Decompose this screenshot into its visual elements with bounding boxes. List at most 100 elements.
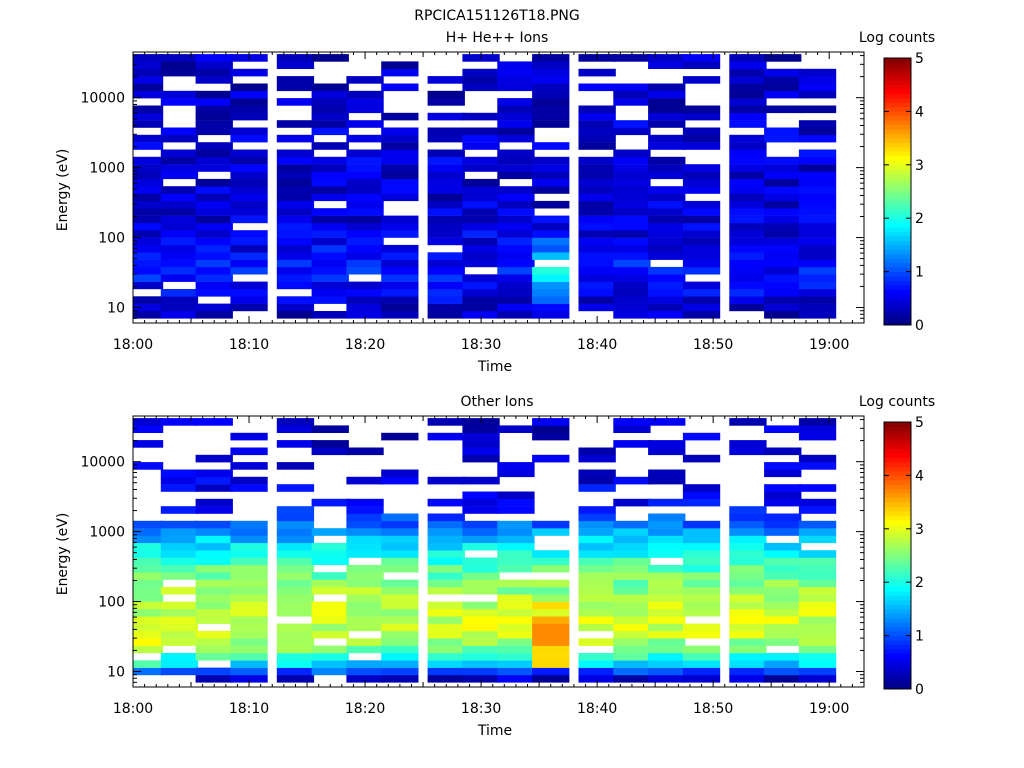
spectrogram-cell (578, 535, 616, 544)
spectrogram-cell (346, 447, 384, 456)
plot-frame (132, 415, 865, 688)
spectrogram-cell (195, 90, 233, 99)
spectrogram-cell (381, 520, 419, 529)
spectrogram-cell (648, 83, 686, 92)
spectrogram-cell (133, 186, 164, 194)
spectrogram-cell (682, 535, 721, 544)
spectrogram-cell (764, 513, 802, 522)
spectrogram-cell (682, 281, 721, 290)
spectrogram-cell (195, 520, 233, 529)
spectrogram-cell (613, 237, 651, 246)
spectrogram-cell (613, 586, 651, 595)
spectrogram-cell (311, 653, 349, 661)
spectrogram-cell (497, 76, 535, 84)
spectrogram-cell (578, 675, 616, 683)
colorbar-segment (884, 640, 911, 645)
spectrogram-cell (462, 164, 500, 172)
colorbar-segment (884, 519, 911, 525)
spectrogram-cell (798, 572, 837, 580)
spectrogram-cell (462, 447, 500, 456)
spectrogram-cell (532, 594, 570, 602)
spectrogram-cell (230, 462, 268, 470)
spectrogram-cell (798, 311, 837, 319)
spectrogram-cell (346, 476, 384, 485)
spectrogram-cell (427, 498, 465, 507)
spectrogram-cell (311, 252, 349, 260)
spectrogram-cell (682, 653, 721, 661)
colorbar-segment (884, 164, 911, 170)
spectrogram-cell (381, 149, 419, 158)
spectrogram-cell (427, 230, 465, 238)
spectrogram-cell (729, 660, 767, 668)
spectrogram-cell (497, 215, 535, 224)
spectrogram-cell (276, 244, 315, 253)
spectrogram-cell (532, 237, 570, 246)
spectrogram-cell (160, 311, 199, 319)
spectrogram-cell (798, 528, 837, 536)
spectrogram-cell (381, 127, 419, 136)
colorbar-segment (884, 484, 911, 490)
spectrogram-cell (729, 149, 767, 158)
spectrogram-cell (648, 296, 686, 304)
spectrogram-cell (230, 303, 268, 312)
spectrogram-cell (381, 274, 419, 282)
spectrogram-cell (798, 178, 837, 187)
spectrogram-cell (578, 528, 616, 536)
spectrogram-cell (764, 164, 802, 172)
spectrogram-cells (133, 54, 837, 319)
spectrogram-cell (648, 171, 686, 180)
spectrogram-cell (346, 164, 384, 172)
spectrogram-cell (648, 193, 686, 202)
spectrogram-cell (133, 178, 164, 187)
spectrogram-cell (381, 653, 419, 661)
spectrogram-cell (230, 83, 268, 92)
spectrogram-cell (462, 237, 500, 246)
colorbar-segment (884, 160, 911, 166)
spectrogram-cell (381, 432, 419, 441)
spectrogram-cell (160, 164, 199, 172)
spectrogram-cell (497, 550, 535, 558)
spectrogram-cell (311, 498, 349, 507)
spectrogram-cell (798, 675, 837, 683)
spectrogram-cell (230, 252, 268, 260)
spectrogram-cell (682, 579, 721, 588)
spectrogram-cell (648, 289, 686, 297)
spectrogram-cell (346, 513, 384, 522)
spectrogram-cell (311, 171, 349, 180)
spectrogram-cell (613, 54, 651, 62)
panel-h-he-ions: H+ He++ Ions 18:00 18:10 18:20 18:30 18:40 18… (55, 30, 935, 375)
spectrogram-cell (462, 83, 500, 92)
spectrogram-cell (311, 579, 349, 588)
spectrogram-cell (230, 178, 268, 187)
spectrogram-cell (578, 289, 616, 297)
colorbar-segment (884, 133, 911, 139)
spectrogram-cell (133, 215, 164, 224)
colorbar-segment (884, 626, 911, 632)
spectrogram-cell (578, 266, 616, 275)
spectrogram-cell (764, 208, 802, 216)
spectrogram-cell (798, 638, 837, 646)
spectrogram-cell (462, 127, 500, 136)
spectrogram-cell (427, 289, 465, 297)
colorbar-segment (884, 267, 911, 272)
spectrogram-cell (230, 193, 268, 202)
spectrogram-cell (798, 579, 837, 588)
spectrogram-cell (133, 83, 164, 92)
spectrogram-cell (764, 215, 802, 224)
spectrogram-cell (497, 252, 535, 260)
spectrogram-cell (798, 105, 837, 114)
spectrogram-cell (276, 653, 315, 661)
spectrogram-cell (578, 200, 616, 209)
colorbar-segment (884, 218, 911, 224)
spectrogram-cell (578, 68, 616, 77)
spectrogram-cell (381, 564, 419, 573)
spectrogram-cell (160, 171, 199, 180)
spectrogram-cell (497, 469, 535, 478)
spectrogram-cell (648, 608, 686, 617)
x-tick-label: 18:00 (113, 701, 153, 717)
spectrogram-cell (497, 149, 535, 158)
spectrogram-cell (798, 296, 837, 304)
spectrogram-cell (311, 222, 349, 231)
spectrogram-cell (729, 630, 767, 639)
spectrogram-cell (346, 230, 384, 238)
